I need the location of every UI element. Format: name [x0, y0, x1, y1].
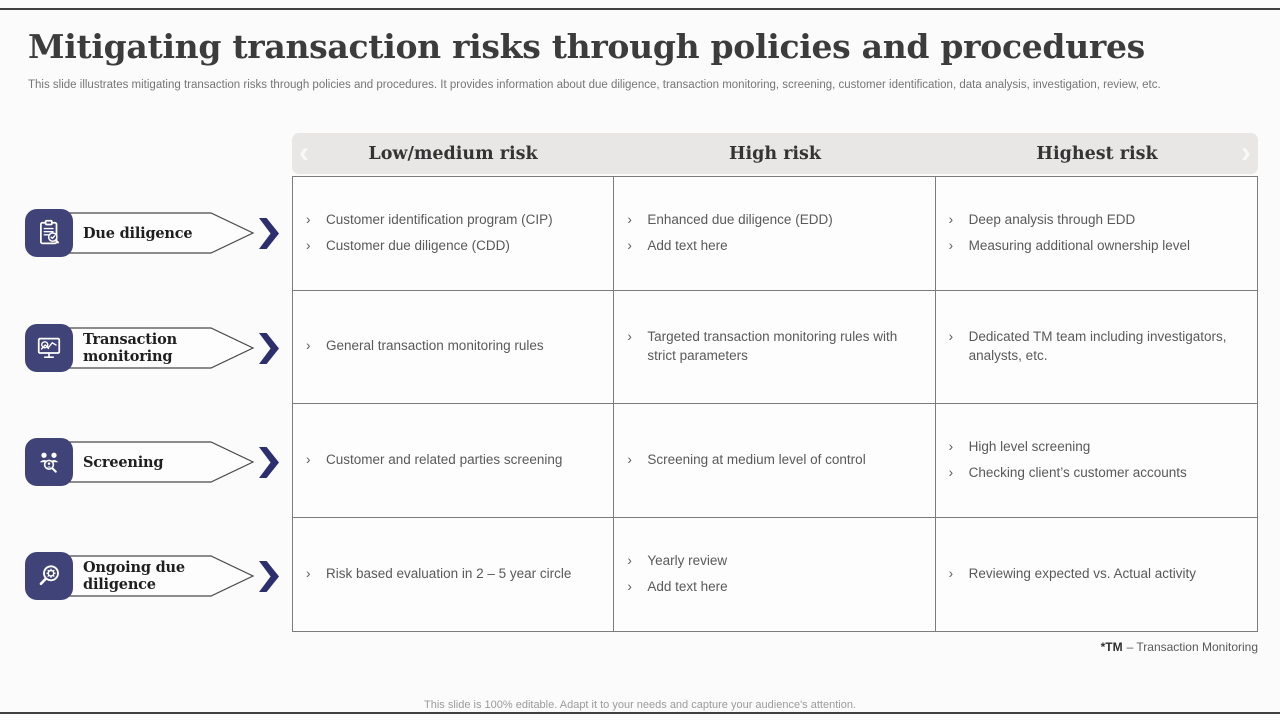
- row-label-text: Due diligence: [83, 224, 193, 242]
- table-cell-ongoing-due-diligence-low: › Risk based evaluation in 2 – 5 year cir…: [293, 517, 615, 631]
- list-item: › Add text here: [627, 237, 920, 256]
- bullet-icon: ›: [627, 237, 632, 253]
- table-cell-ongoing-due-diligence-highest: › Reviewing expected vs. Actual activity: [936, 518, 1257, 632]
- table-cell-due-diligence-highest: › Deep analysis through EDD › Measuring ad…: [935, 177, 1257, 291]
- bullet-icon: ›: [627, 451, 632, 467]
- list-item: › Customer identification program (CIP): [306, 211, 599, 230]
- bullet-icon: ›: [627, 578, 632, 594]
- bullet-icon: ›: [948, 212, 954, 228]
- tm-footnote: *TM – Transaction Monitoring: [1100, 640, 1258, 654]
- arrow-chevron-icon: [259, 218, 279, 249]
- column-header-low-medium-risk: Low/medium risk: [368, 143, 538, 164]
- bullet-icon: ›: [627, 553, 632, 569]
- clipboard-check-icon: [25, 209, 73, 257]
- row-label-text: Transaction monitoring: [83, 331, 177, 365]
- row-label-ongoing-due-diligence: Ongoing due diligence: [25, 552, 285, 600]
- editable-note: This slide is 100% editable. Adapt it to…: [424, 699, 856, 711]
- magnifier-gear-icon: [25, 552, 73, 600]
- list-item: › General transaction monitoring rules: [306, 337, 599, 356]
- bullet-icon: ›: [627, 212, 632, 228]
- bullet-icon: ›: [306, 451, 311, 467]
- page-subtitle: This slide illustrates mitigating transa…: [28, 79, 1161, 91]
- table-cell-due-diligence-high: › Enhanced due diligence (EDD) › Add text …: [614, 177, 936, 291]
- list-item: › Enhanced due diligence (EDD): [627, 211, 920, 230]
- list-item: › Deep analysis through EDD: [949, 211, 1243, 230]
- table-cell-transaction-monitoring-highest: › Dedicated TM team including investigato…: [935, 291, 1257, 404]
- row-label-text: Screening: [83, 453, 164, 471]
- bullet-icon: ›: [948, 439, 954, 455]
- page-title: Mitigating transaction risks through pol…: [28, 27, 1145, 66]
- slide-top-border: [0, 8, 1280, 10]
- bullet-icon: ›: [306, 338, 311, 354]
- table-cell-screening-highest: › High level screening › Checking client’s…: [935, 404, 1257, 518]
- chevron-left-icon: ‹: [299, 135, 309, 169]
- risk-matrix-table: › Customer identification program (CIP) ›…: [292, 176, 1258, 632]
- bullet-icon: ›: [306, 237, 311, 253]
- list-item: › Checking client’s customer accounts: [949, 464, 1243, 483]
- list-item: › Measuring additional ownership level: [949, 237, 1243, 256]
- tm-footnote-abbrev: *TM: [1100, 640, 1123, 654]
- bullet-icon: ›: [948, 464, 954, 480]
- table-cell-transaction-monitoring-high: › Targeted transaction monitoring rules w…: [614, 290, 936, 404]
- bullet-icon: ›: [948, 329, 954, 345]
- chevron-right-icon: ›: [1241, 135, 1251, 169]
- bullet-icon: ›: [948, 565, 954, 581]
- arrow-chevron-icon: [259, 447, 279, 478]
- table-cell-ongoing-due-diligence-high: › Yearly review › Add text here: [614, 517, 936, 631]
- bullet-icon: ›: [306, 565, 311, 581]
- bullet-icon: ›: [627, 329, 632, 345]
- arrow-chevron-icon: [259, 333, 279, 364]
- column-header-high-risk: High risk: [728, 143, 822, 164]
- row-label-text: Ongoing due diligence: [83, 559, 185, 593]
- column-header-highest-risk: Highest risk: [1036, 143, 1158, 164]
- arrow-chevron-icon: [259, 561, 279, 592]
- table-cell-screening-high: › Screening at medium level of control: [614, 404, 936, 518]
- table-cell-due-diligence-low: › Customer identification program (CIP) ›…: [293, 177, 615, 291]
- list-item: › Targeted transaction monitoring rules w…: [627, 329, 898, 363]
- list-item: › Customer due diligence (CDD): [306, 237, 599, 256]
- list-item: › Yearly review: [627, 552, 920, 571]
- list-item: › Add text here: [627, 578, 920, 597]
- list-item: › Reviewing expected vs. Actual activity: [949, 565, 1243, 584]
- risk-level-header-bar: ‹ Low/medium risk High risk Highest risk…: [292, 133, 1258, 174]
- slide-bottom-border: [0, 712, 1280, 714]
- people-search-icon: [25, 438, 73, 486]
- list-item: › Risk based evaluation in 2 – 5 year cir…: [306, 565, 599, 584]
- table-cell-screening-low: › Customer and related parties screening: [293, 404, 615, 518]
- list-item: › Customer and related parties screening: [306, 451, 599, 470]
- row-label-transaction-monitoring: Transaction monitoring: [25, 324, 285, 372]
- list-item: › Screening at medium level of control: [627, 451, 920, 470]
- bullet-icon: ›: [306, 212, 311, 228]
- list-item: › Dedicated TM team including investigato…: [948, 329, 1227, 363]
- bullet-icon: ›: [948, 237, 954, 253]
- table-cell-transaction-monitoring-low: › General transaction monitoring rules: [293, 290, 615, 404]
- row-label-screening: Screening: [25, 438, 285, 486]
- list-item: › High level screening: [949, 438, 1243, 457]
- monitor-search-icon: [25, 324, 73, 372]
- row-label-due-diligence: Due diligence: [25, 209, 285, 257]
